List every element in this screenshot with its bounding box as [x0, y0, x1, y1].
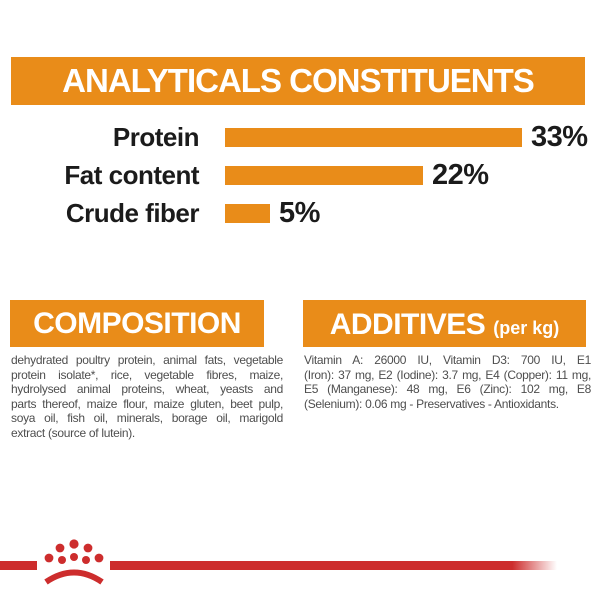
chart-label-fat-content: Fat content	[64, 159, 199, 190]
body-text-line: parts thereof, maize flour, maize gluten…	[11, 396, 283, 411]
composition-banner: COMPOSITION	[10, 300, 264, 347]
composition-title: COMPOSITION	[33, 306, 241, 340]
chart-row-fat-content: Fat content 22%	[0, 156, 600, 194]
chart-label-crude-fiber: Crude fiber	[65, 197, 200, 228]
body-text-line: protein isolate*, rice, vegetable fibres…	[11, 367, 283, 382]
chart-label-protein: Protein	[112, 121, 200, 152]
chart-row-crude-fiber: Crude fiber 5%	[0, 194, 600, 232]
composition-text: dehydrated poultry protein, animal fats,…	[11, 353, 283, 440]
chart-value-protein: 33%	[531, 120, 588, 153]
body-text-line: E5 (Manganese): 48 mg, E6 (Zinc): 102 mg…	[304, 382, 591, 396]
body-text-line: soya oil, fish oil, minerals, borage oil…	[11, 411, 283, 425]
chart-value-crude-fiber: 5%	[279, 196, 320, 229]
chart-bar-crude-fiber	[225, 203, 270, 223]
body-text-line: Vitamin A: 26000 IU, Vitamin D3: 700 IU,…	[304, 353, 591, 367]
royal-canin-crown-icon	[44, 539, 104, 585]
chart-bar-protein	[225, 127, 522, 147]
chart-value-fat-content: 22%	[432, 158, 489, 191]
body-text-line: hydrolysed animal proteins, wheat, yeast…	[11, 382, 283, 396]
additives-title: ADDITIVES	[329, 308, 486, 341]
body-text-line: dehydrated poultry protein, animal fats,…	[11, 353, 283, 367]
footer-rule-left	[0, 561, 37, 570]
chart-row-protein: Protein 33%	[0, 118, 600, 156]
analytical-constituents-chart: Protein 33% Fat content 22% Crude fiber …	[0, 118, 600, 232]
body-text-line: (Selenium): 0.06 mg - Preservatives - An…	[304, 396, 559, 411]
chart-bar-fat-content	[225, 165, 423, 185]
additives-banner: ADDITIVES (per kg)	[303, 300, 586, 347]
additives-per-kg-label: (per kg)	[493, 318, 560, 338]
additives-text: Vitamin A: 26000 IU, Vitamin D3: 700 IU,…	[304, 353, 591, 411]
analytical-constituents-title: ANALYTICALS CONSTITUENTS	[62, 62, 535, 99]
body-text-line: (Iron): 37 mg, E2 (Iodine): 3.7 mg, E4 (…	[304, 367, 591, 382]
footer-rule-right	[110, 561, 557, 570]
analytical-constituents-banner: ANALYTICALS CONSTITUENTS	[11, 57, 585, 105]
body-text-line: extract (source of lutein).	[11, 425, 135, 440]
